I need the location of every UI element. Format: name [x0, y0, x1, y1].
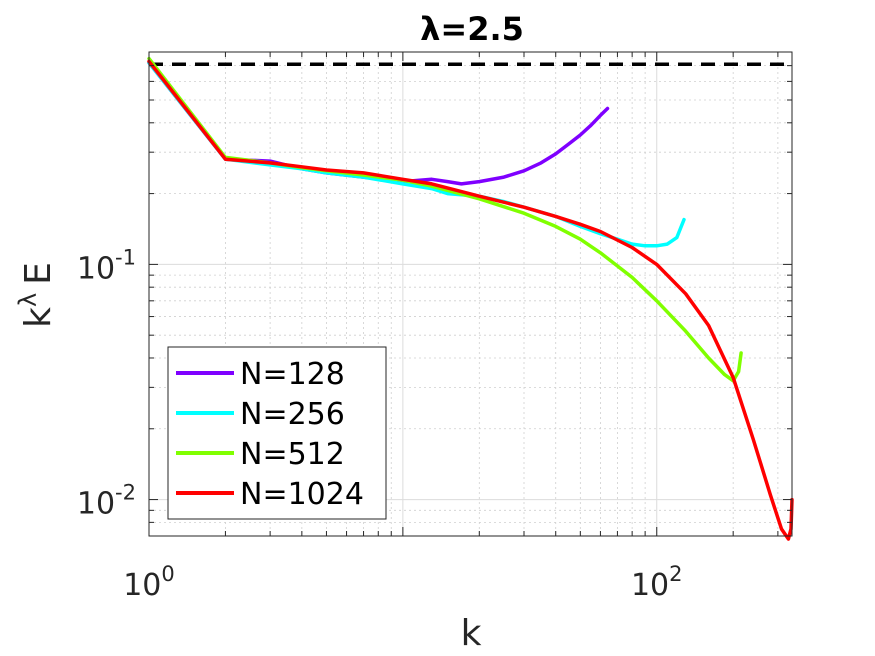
- chart-title: λ=2.5: [420, 10, 524, 48]
- legend-box: [167, 346, 387, 520]
- y-axis-label: kλE: [14, 262, 59, 328]
- legend-entry-label: N=256: [240, 397, 345, 432]
- legend: N=128 N=256 N=512 N=1024: [167, 346, 387, 520]
- y-tick-label: 10-2: [77, 481, 136, 522]
- legend-entry-label: N=128: [240, 357, 345, 392]
- y-tick-label: 10-1: [77, 245, 136, 286]
- tick-labels: 100 102 10-1 10-2: [77, 245, 683, 603]
- plot-area-frame: [148, 51, 793, 537]
- x-axis-label: k: [461, 613, 482, 654]
- series-group: [147, 56, 794, 541]
- legend-entry-label: N=512: [240, 437, 345, 472]
- x-tick-label: 100: [123, 562, 175, 603]
- series-line-n-1024: [147, 59, 794, 541]
- tick-marks: [148, 51, 793, 537]
- legend-entry-label: N=1024: [240, 477, 364, 512]
- x-tick-label: 102: [631, 562, 683, 603]
